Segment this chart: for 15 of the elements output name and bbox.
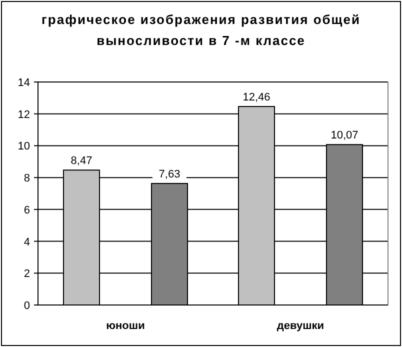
x-tick-label: юноши xyxy=(106,320,145,332)
x-tick-label: девушки xyxy=(276,320,324,332)
data-label: 7,63 xyxy=(158,168,180,180)
chart-title: графическое изображения развития общей выносливости в 7 -м классе xyxy=(42,12,360,48)
y-tick-label: 8 xyxy=(24,172,30,185)
y-tick-label: 12 xyxy=(18,108,30,121)
data-label: 8,47 xyxy=(70,155,92,168)
y-tick-label: 2 xyxy=(24,268,30,280)
y-tick-label: 6 xyxy=(24,204,30,216)
y-tick-label: 4 xyxy=(24,236,30,248)
data-label: 12,46 xyxy=(242,92,270,104)
y-tick-label: 0 xyxy=(24,300,30,312)
data-label: 10,07 xyxy=(330,130,358,142)
y-tick-label: 10 xyxy=(18,140,30,153)
y-tick-label: 14 xyxy=(18,77,30,89)
